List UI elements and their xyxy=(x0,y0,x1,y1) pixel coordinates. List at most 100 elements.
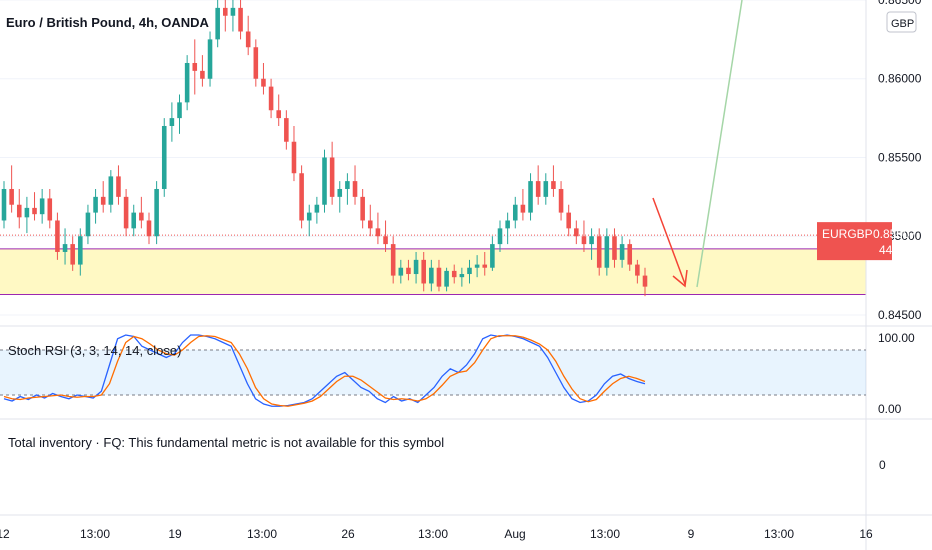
candle-body xyxy=(398,267,404,276)
price-grid xyxy=(0,0,866,316)
candle-body xyxy=(642,275,648,287)
inventory-label[interactable]: Total inventory · FQ: This fundamental m… xyxy=(8,435,444,450)
candle-body xyxy=(123,196,129,229)
candle-body xyxy=(512,204,518,221)
time-tick-label: 13:00 xyxy=(247,527,277,541)
candle-body xyxy=(70,244,75,265)
candle-body xyxy=(528,181,533,213)
stoch-tick-0: 0.00 xyxy=(878,402,902,416)
time-tick-label: 13:00 xyxy=(418,527,448,541)
candle-body xyxy=(566,212,571,229)
candle-body xyxy=(627,244,633,265)
currency-label: GBP xyxy=(891,18,914,30)
candle-body xyxy=(581,236,587,245)
price-tick-label: 0.84500 xyxy=(878,308,922,322)
candle-body xyxy=(375,228,381,237)
candle-body xyxy=(474,264,480,268)
last-price-tag xyxy=(817,222,892,261)
candle-body xyxy=(520,204,526,213)
candle-body xyxy=(184,62,190,103)
candle-body xyxy=(16,204,22,218)
candle-body xyxy=(24,207,30,218)
time-tick-label: 26 xyxy=(341,527,355,541)
candle-body xyxy=(215,7,220,40)
candle-body xyxy=(1,188,7,221)
candle-body xyxy=(245,31,251,48)
time-tick-label: 16 xyxy=(859,527,873,541)
candle-body xyxy=(451,270,457,278)
projection-line[interactable] xyxy=(696,0,743,288)
stoch-rsi-label[interactable]: Stoch RSI (3, 3, 14, 14, close) xyxy=(8,343,181,358)
candle-body xyxy=(467,267,472,275)
candle-body xyxy=(352,181,358,197)
candle-body xyxy=(284,118,289,142)
candle-body xyxy=(253,47,259,79)
candle-body xyxy=(299,173,304,221)
candle-body xyxy=(429,267,434,284)
time-tick-label: Aug xyxy=(504,527,525,541)
candle-body xyxy=(596,236,602,268)
candle-body xyxy=(276,110,282,119)
candle-body xyxy=(139,212,144,221)
last-price-symbol: EURGBP xyxy=(822,227,873,241)
candle-body xyxy=(93,196,98,213)
candle-body xyxy=(413,259,419,275)
candle-body xyxy=(39,198,45,215)
candle-body xyxy=(200,70,205,79)
stoch-k-line xyxy=(3,334,646,407)
candle-body xyxy=(207,39,213,79)
time-axis[interactable]: 12 13:00 19 13:00 26 13:00 Aug 13:00 9 13:00 16 xyxy=(0,527,873,541)
candle-body xyxy=(490,244,495,268)
candle-body xyxy=(543,181,549,197)
candle-body xyxy=(604,236,610,268)
candle-body xyxy=(62,244,68,252)
price-tick-label: 0.85500 xyxy=(878,150,922,164)
candle-body xyxy=(421,259,426,284)
candle-body xyxy=(383,236,388,245)
time-tick-label: 9 xyxy=(688,527,695,541)
candle-body xyxy=(322,157,327,205)
candle-body xyxy=(337,188,343,197)
candle-body xyxy=(108,176,114,205)
stoch-tick-100: 100.00 xyxy=(878,331,915,345)
candle-body xyxy=(223,7,228,16)
candle-body xyxy=(291,141,297,174)
candle-body xyxy=(261,78,266,87)
price-tick-label: 0.86000 xyxy=(878,72,922,86)
candle-body xyxy=(100,196,106,205)
down-arrow-icon[interactable] xyxy=(652,197,688,288)
candle-body xyxy=(589,236,594,245)
candle-body xyxy=(482,264,488,268)
candle-body xyxy=(329,157,335,197)
candle-body xyxy=(116,176,121,197)
candle-body xyxy=(497,228,503,245)
candle-body xyxy=(345,181,350,189)
candle-body xyxy=(505,220,510,229)
candle-body xyxy=(306,212,312,221)
candle-body xyxy=(85,212,91,237)
candle-body xyxy=(131,212,137,229)
candle-body xyxy=(146,220,152,237)
candle-body xyxy=(459,274,465,278)
candle-body xyxy=(390,244,396,276)
time-tick-label: 13:00 xyxy=(80,527,110,541)
candle-body xyxy=(177,102,182,119)
candle-body xyxy=(612,236,617,260)
time-tick-label: 12 xyxy=(0,527,10,541)
currency-badge[interactable] xyxy=(886,11,917,33)
candles xyxy=(1,0,648,297)
time-tick-label: 13:00 xyxy=(590,527,620,541)
last-price-value: 0.85007 xyxy=(873,227,917,241)
candle-body xyxy=(574,228,579,237)
time-tick-label: 19 xyxy=(168,527,182,541)
inventory-tick-0: 0 xyxy=(879,458,886,472)
candle-body xyxy=(154,188,159,237)
candle-body xyxy=(619,244,625,260)
price-tick-label: 0.86500 xyxy=(878,0,922,7)
candle-body xyxy=(238,7,243,32)
candle-body xyxy=(32,207,37,215)
candle-body xyxy=(169,118,175,126)
candle-body xyxy=(230,7,236,16)
